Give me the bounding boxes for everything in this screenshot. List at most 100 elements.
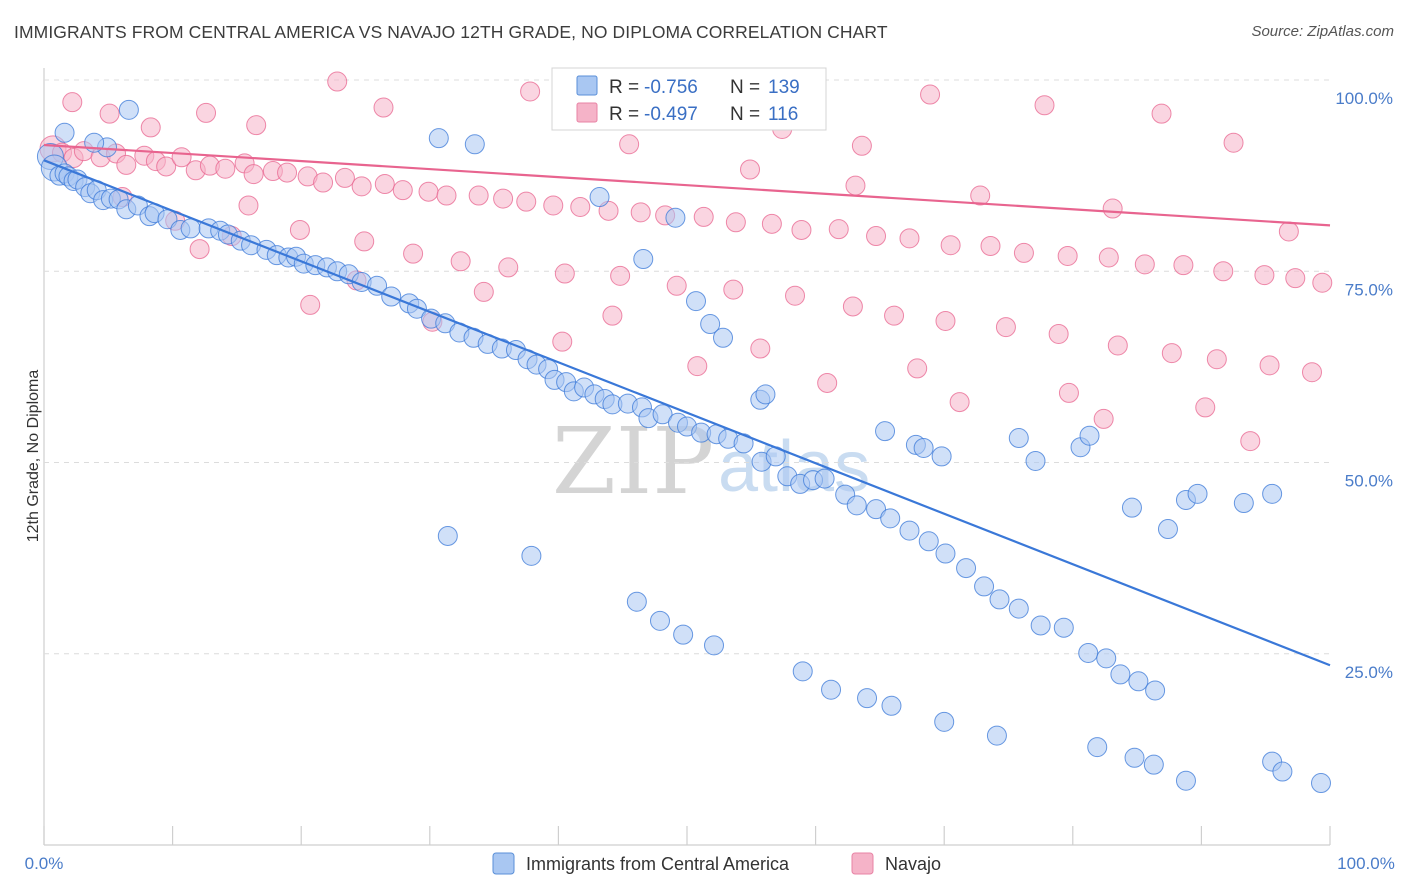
central-america-point <box>673 624 694 645</box>
chart-title: IMMIGRANTS FROM CENTRAL AMERICA VS NAVAJ… <box>14 22 888 42</box>
central-america-point <box>1128 671 1149 692</box>
navajo-point <box>817 372 838 393</box>
navajo-point <box>687 356 708 377</box>
legend-r-value-blue: -0.756 <box>644 77 698 98</box>
central-america-point <box>1025 450 1046 471</box>
navajo-point <box>520 81 541 102</box>
navajo-point <box>354 231 375 252</box>
navajo-point <box>940 235 961 256</box>
navajo-point <box>761 213 782 234</box>
navajo-point <box>785 285 806 306</box>
navajo-point <box>196 102 217 123</box>
navajo-point <box>552 331 573 352</box>
central-america-point <box>633 249 654 270</box>
navajo-point <box>851 135 872 156</box>
central-america-point <box>626 591 647 612</box>
navajo-point <box>630 202 651 223</box>
navajo-point <box>1254 265 1275 286</box>
navajo-point <box>215 158 236 179</box>
navajo-point <box>845 175 866 196</box>
central-america-point <box>989 589 1010 610</box>
central-america-point <box>713 327 734 348</box>
central-america-point <box>899 520 920 541</box>
central-america-point <box>918 531 939 552</box>
central-america-point <box>934 711 955 732</box>
central-america-point <box>1008 428 1029 449</box>
navajo-point <box>277 162 298 183</box>
navajo-point <box>899 228 920 249</box>
central-america-point <box>1262 483 1283 504</box>
x-tick-label-max: 100.0% <box>1337 854 1395 873</box>
navajo-point <box>1223 132 1244 153</box>
central-america-point <box>1087 737 1108 758</box>
central-america-point <box>857 688 878 709</box>
navajo-point <box>1093 408 1114 429</box>
central-america-point <box>875 421 896 442</box>
central-america-point <box>704 635 725 656</box>
central-america-point <box>521 545 542 566</box>
legend-r-value-pink: -0.497 <box>644 104 698 125</box>
central-america-point <box>665 207 686 228</box>
navajo-point <box>1151 103 1172 124</box>
navajo-point <box>828 219 849 240</box>
central-america-point <box>880 508 901 529</box>
central-america-point <box>1124 747 1145 768</box>
navajo-point <box>238 195 259 216</box>
central-america-point <box>1030 615 1051 636</box>
navajo-point <box>493 188 514 209</box>
central-america-point <box>1079 425 1100 446</box>
navajo-point <box>473 281 494 302</box>
central-america-point <box>846 495 867 516</box>
central-america-point <box>1143 754 1164 775</box>
navajo-point <box>189 239 210 260</box>
navajo-point <box>156 156 177 177</box>
navajo-point <box>403 243 424 264</box>
navajo-point <box>723 279 744 300</box>
central-america-point <box>54 122 75 143</box>
navajo-point <box>1102 198 1123 219</box>
x-ticks <box>43 826 1331 845</box>
navajo-point <box>995 317 1016 338</box>
navajo-point <box>450 251 471 272</box>
legend-swatch-pink <box>576 102 598 123</box>
navajo-point <box>554 263 575 284</box>
central-america-point <box>792 661 813 682</box>
central-america-point <box>1121 497 1142 518</box>
y-tick-labels: 25.0% 50.0% 75.0% 100.0% <box>1335 89 1393 682</box>
central-america-point <box>1145 680 1166 701</box>
central-america-point <box>1053 617 1074 638</box>
navajo-point <box>140 117 161 138</box>
central-america-point <box>118 99 139 120</box>
central-america-point <box>1272 761 1293 782</box>
central-america-point <box>180 218 201 239</box>
navajo-point <box>1195 397 1216 418</box>
x-tick-label-min: 0.0% <box>25 854 64 873</box>
central-america-point <box>956 558 977 579</box>
navajo-point <box>1240 431 1261 452</box>
navajo-point <box>1173 255 1194 276</box>
navajo-point <box>619 134 640 155</box>
navajo-point <box>1161 343 1182 364</box>
navajo-point <box>243 164 264 185</box>
series-legend-swatch-blue <box>492 852 515 875</box>
navajo-point <box>949 392 970 413</box>
central-america-point <box>755 384 776 405</box>
navajo-point <box>1098 247 1119 268</box>
central-america-trend-line <box>43 159 1331 667</box>
navajo-point <box>1057 245 1078 266</box>
navajo-point <box>980 236 1001 257</box>
navajo-point <box>935 310 956 331</box>
central-america-point <box>931 446 952 467</box>
central-america-point <box>589 187 610 208</box>
central-america-point <box>814 468 835 489</box>
series-legend: Immigrants from Central America Navajo <box>492 852 941 875</box>
navajo-point <box>313 172 334 193</box>
central-america-point <box>464 134 485 155</box>
central-america-point <box>1008 598 1029 619</box>
legend-r-label-blue: R = <box>609 77 639 98</box>
central-america-point <box>1157 519 1178 540</box>
navajo-point <box>1058 382 1079 403</box>
y-axis-label: 12th Grade, No Diploma <box>25 370 42 543</box>
central-america-point <box>428 128 449 149</box>
